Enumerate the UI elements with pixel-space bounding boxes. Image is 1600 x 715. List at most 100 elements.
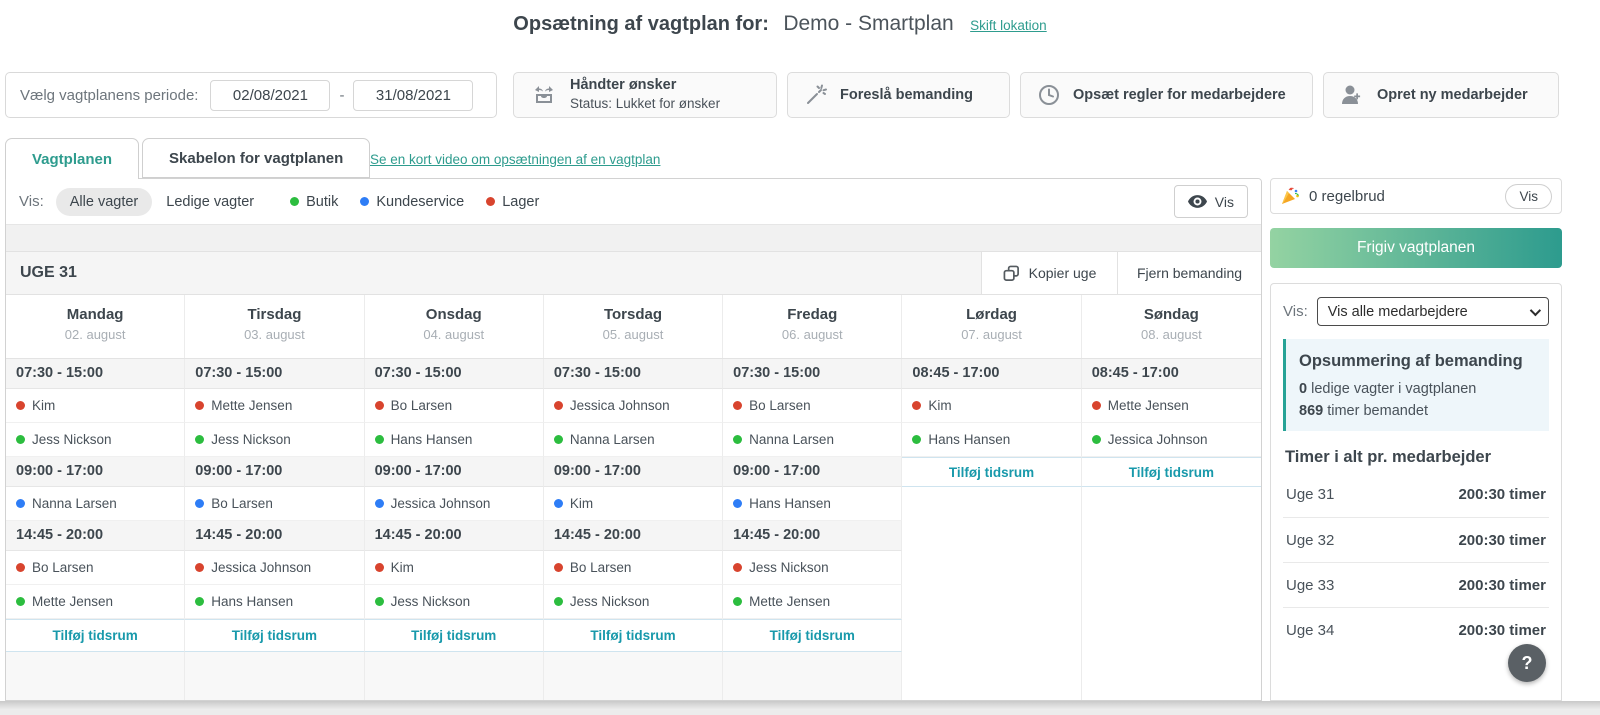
add-timeslot-link[interactable]: Tilføj tidsrum (364, 619, 544, 652)
publish-schedule-button[interactable]: Frigiv vagtplanen (1270, 228, 1562, 268)
suggest-staffing-label: Foreslå bemanding (840, 86, 973, 103)
employee-rules-button[interactable]: Opsæt regler for medarbejdere (1020, 72, 1313, 118)
shift-employee-cell[interactable]: Jessica Johnson (185, 551, 365, 585)
shift-employee-cell[interactable]: Mette Jensen (723, 585, 903, 619)
shift-employee-cell[interactable]: Kim (364, 551, 544, 585)
shift-time-cell[interactable]: 09:00 - 17:00 (364, 457, 544, 487)
day-date: 08. august (1140, 327, 1202, 342)
show-violations-button[interactable]: Vis (1505, 183, 1552, 209)
filter-group-kundeservice[interactable]: Kundeservice (360, 194, 464, 210)
employee-name: Bo Larsen (211, 496, 273, 511)
add-timeslot-link[interactable]: Tilføj tidsrum (1081, 457, 1261, 487)
shift-employee-cell[interactable]: Jessica Johnson (1081, 423, 1261, 457)
shift-time-cell[interactable]: 14:45 - 20:00 (364, 521, 544, 551)
shift-group-dot (733, 401, 743, 410)
shift-time-cell[interactable]: 07:30 - 15:00 (185, 359, 365, 389)
shift-employee-cell[interactable]: Jess Nickson (185, 423, 365, 457)
filter-group-lager[interactable]: Lager (486, 194, 539, 210)
filter-group-butik[interactable]: Butik (290, 194, 338, 210)
shift-group-dot (195, 597, 205, 606)
shift-group-dot (733, 563, 743, 572)
add-timeslot-link[interactable]: Tilføj tidsrum (185, 619, 365, 652)
day-date: 02. august (64, 327, 126, 342)
shift-time-cell[interactable]: 07:30 - 15:00 (543, 359, 724, 389)
copy-week-button[interactable]: Kopier uge (981, 252, 1117, 294)
help-button[interactable]: ? (1508, 644, 1546, 682)
shift-employee-cell[interactable]: Mette Jensen (185, 389, 365, 423)
shift-employee-cell[interactable]: Kim (6, 389, 186, 423)
shift-time-cell[interactable]: 14:45 - 20:00 (543, 521, 724, 551)
add-timeslot-link[interactable]: Tilføj tidsrum (543, 619, 724, 652)
shift-time-cell[interactable]: 09:00 - 17:00 (185, 457, 365, 487)
shift-time-cell[interactable]: 07:30 - 15:00 (6, 359, 186, 389)
shift-time-cell[interactable]: 09:00 - 17:00 (543, 457, 724, 487)
shift-employee-cell[interactable]: Bo Larsen (6, 551, 186, 585)
schedule-panel: Vis: Alle vagter Ledige vagter Butik Kun… (5, 178, 1262, 701)
filter-bar: Vis: Alle vagter Ledige vagter Butik Kun… (6, 179, 1261, 225)
employee-name: Kim (32, 398, 56, 413)
shift-time-cell[interactable]: 07:30 - 15:00 (364, 359, 544, 389)
period-start-input[interactable] (210, 79, 331, 111)
add-timeslot-link[interactable]: Tilføj tidsrum (6, 619, 186, 652)
employee-filter-select[interactable]: Vis alle medarbejdere (1316, 297, 1549, 326)
day-name: Onsdag (425, 306, 482, 323)
ghost-cell (543, 652, 724, 700)
shift-time-cell[interactable]: 14:45 - 20:00 (723, 521, 903, 551)
shift-employee-cell[interactable]: Nanna Larsen (6, 487, 186, 521)
shift-employee-cell[interactable]: Bo Larsen (185, 487, 365, 521)
filter-open-shifts[interactable]: Ledige vagter (166, 193, 255, 210)
shift-group-dot (16, 435, 25, 444)
shift-employee-cell[interactable]: Jess Nickson (723, 551, 903, 585)
shift-employee-cell[interactable]: Nanna Larsen (543, 423, 724, 457)
shift-time-cell[interactable]: 14:45 - 20:00 (6, 521, 186, 551)
video-tutorial-link[interactable]: Se en kort video om opsætningen af en va… (370, 152, 661, 167)
shift-employee-cell[interactable]: Jess Nickson (6, 423, 186, 457)
shift-employee-cell[interactable]: Hans Hansen (902, 423, 1082, 457)
employee-name: Hans Hansen (390, 432, 473, 447)
shift-employee-cell[interactable]: Hans Hansen (364, 423, 544, 457)
shift-group-dot (553, 563, 563, 572)
remove-staffing-button[interactable]: Fjern bemanding (1117, 252, 1261, 294)
employee-name: Hans Hansen (928, 432, 1011, 447)
shift-employee-cell[interactable]: Mette Jensen (6, 585, 186, 619)
grid-row: Mette Jensen Hans Hansen Jess Nickson Jess … (6, 585, 1261, 619)
shift-employee-cell[interactable]: Jess Nickson (364, 585, 544, 619)
shift-employee-cell[interactable]: Bo Larsen (723, 389, 903, 423)
shift-time-cell[interactable]: 08:45 - 17:00 (902, 359, 1082, 389)
view-options-button[interactable]: Vis (1173, 185, 1248, 218)
add-timeslot-link[interactable]: Tilføj tidsrum (902, 457, 1082, 487)
employee-name: Nanna Larsen (749, 432, 834, 447)
shift-employee-cell[interactable]: Bo Larsen (543, 551, 724, 585)
shift-employee-cell[interactable]: Hans Hansen (185, 585, 365, 619)
week-hours: 200:30 timer (1458, 621, 1546, 639)
bottom-cutoff-strip (0, 701, 1600, 715)
shift-employee-cell[interactable]: Jess Nickson (543, 585, 724, 619)
shift-employee-cell[interactable]: Jessica Johnson (543, 389, 724, 423)
shift-time-cell[interactable]: 09:00 - 17:00 (6, 457, 186, 487)
employee-name: Bo Larsen (569, 560, 632, 575)
shift-employee-cell[interactable]: Bo Larsen (364, 389, 544, 423)
add-timeslot-link[interactable]: Tilføj tidsrum (723, 619, 903, 652)
shift-employee-cell[interactable]: Kim (543, 487, 724, 521)
shift-time-cell[interactable]: 07:30 - 15:00 (723, 359, 903, 389)
shift-employee-cell[interactable]: Kim (902, 389, 1082, 423)
create-employee-button[interactable]: Opret ny medarbejder (1323, 72, 1559, 118)
shift-time-cell[interactable]: 08:45 - 17:00 (1081, 359, 1261, 389)
shift-employee-cell[interactable]: Jessica Johnson (364, 487, 544, 521)
period-end-input[interactable] (353, 79, 474, 111)
tab-skabelon[interactable]: Skabelon for vagtplanen (142, 138, 371, 178)
tab-vagtplanen[interactable]: Vagtplanen (5, 138, 140, 179)
tab-bar: Vagtplanen Skabelon for vagtplanen (5, 138, 373, 179)
handle-requests-button[interactable]: Håndter ønsker Status: Lukket for ønsker (513, 72, 777, 118)
shift-time-cell[interactable]: 09:00 - 17:00 (723, 457, 903, 487)
shift-time-cell[interactable]: 14:45 - 20:00 (185, 521, 365, 551)
shift-employee-cell[interactable]: Mette Jensen (1081, 389, 1261, 423)
switch-location-link[interactable]: Skift lokation (970, 18, 1047, 33)
filter-all-shifts[interactable]: Alle vagter (55, 187, 153, 216)
shift-employee-cell[interactable]: Hans Hansen (723, 487, 903, 521)
employee-name: Mette Jensen (211, 398, 293, 413)
shift-employee-cell[interactable]: Nanna Larsen (723, 423, 903, 457)
shift-group-dot (553, 597, 563, 606)
suggest-staffing-button[interactable]: Foreslå bemanding (787, 72, 1010, 118)
